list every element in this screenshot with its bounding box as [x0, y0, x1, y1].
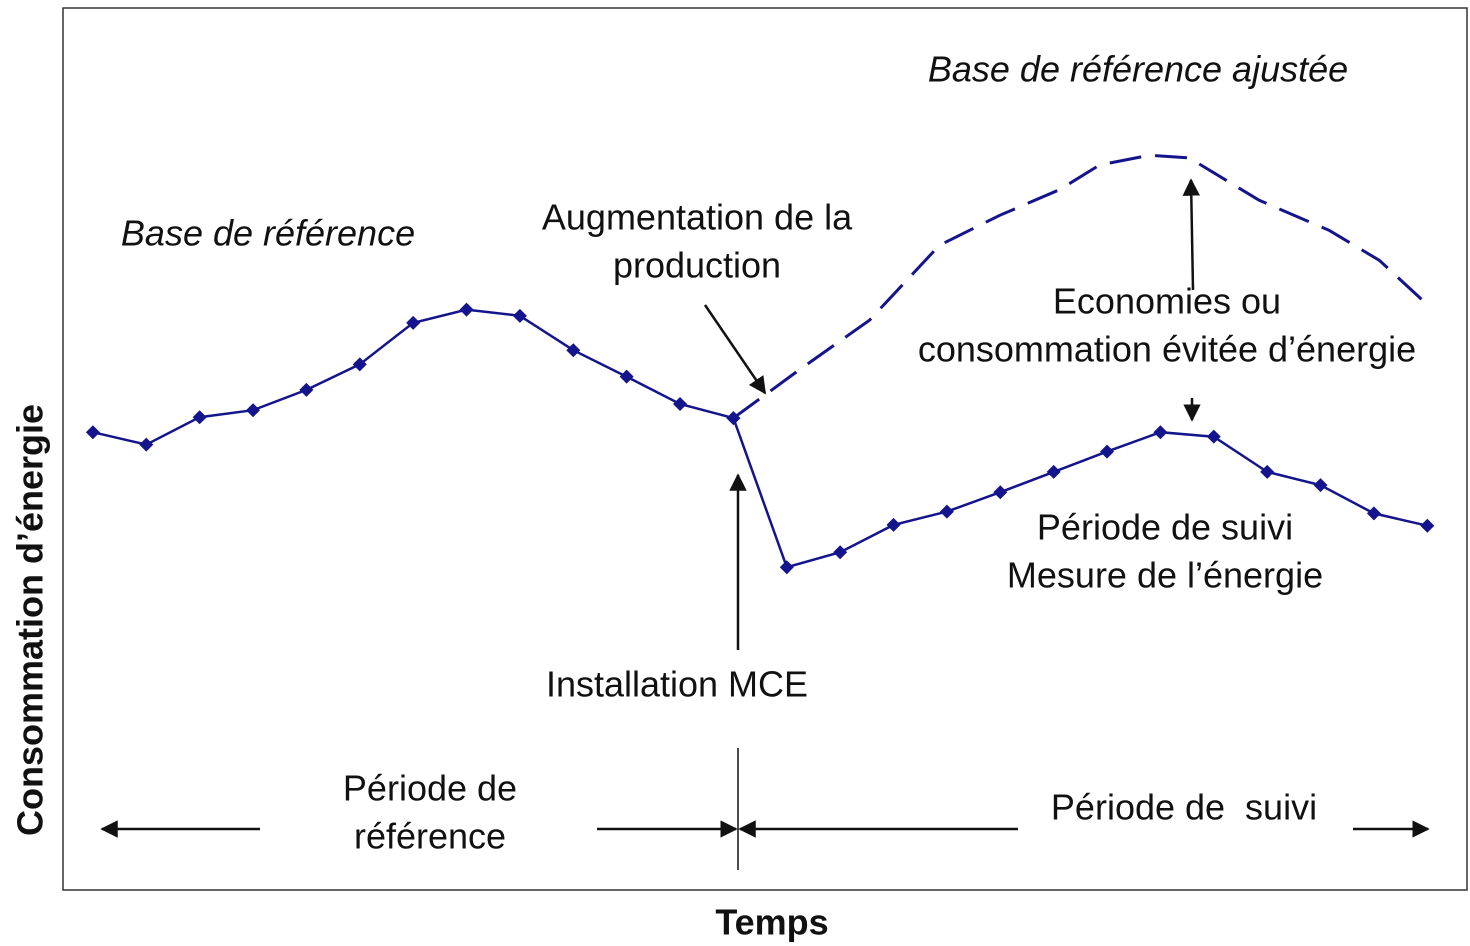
annotation: Mesure de l’énergie: [1007, 555, 1323, 596]
point-marker: [993, 485, 1008, 500]
annotation: production: [613, 245, 781, 286]
point-marker: [619, 369, 634, 384]
annotation: Base de référence ajustée: [928, 49, 1348, 90]
point-marker: [939, 504, 954, 519]
point-marker: [1153, 425, 1168, 440]
point-marker: [85, 425, 100, 440]
point-marker: [1366, 506, 1381, 521]
point-marker: [566, 343, 581, 358]
annotation: Economies ou: [1053, 281, 1281, 322]
x-axis-label: Temps: [715, 902, 828, 943]
annotation: consommation évitée d’énergie: [918, 329, 1416, 370]
point-marker: [833, 545, 848, 560]
point-marker: [886, 517, 901, 532]
series-line: [732, 153, 1426, 420]
annotation: référence: [354, 816, 506, 857]
point-marker: [1420, 518, 1435, 533]
series-line: [732, 417, 1428, 569]
point-marker: [459, 302, 474, 317]
point-marker: [512, 308, 527, 323]
annotation: Augmentation de la: [542, 197, 853, 238]
point-marker: [1206, 429, 1221, 444]
point-marker: [1046, 464, 1061, 479]
plot-frame: [62, 7, 1468, 891]
point-marker: [1313, 478, 1328, 493]
point-marker: [779, 560, 794, 575]
point-marker: [139, 437, 154, 452]
annotation: Période de suivi: [1037, 507, 1293, 548]
annotation: Base de référence: [121, 213, 415, 254]
annotation: Période de suivi: [1051, 787, 1317, 828]
point-marker: [1100, 444, 1115, 459]
annotation: Période de: [343, 768, 517, 809]
annotation: Installation MCE: [546, 664, 808, 705]
point-marker: [352, 357, 367, 372]
point-marker: [673, 397, 688, 412]
point-marker: [299, 382, 314, 397]
point-marker: [1260, 464, 1275, 479]
arrows: [100, 178, 1430, 870]
point-marker: [192, 410, 207, 425]
point-marker: [406, 315, 421, 330]
y-axis-label: Consommation d’énergie: [10, 404, 51, 836]
point-marker: [246, 403, 261, 418]
